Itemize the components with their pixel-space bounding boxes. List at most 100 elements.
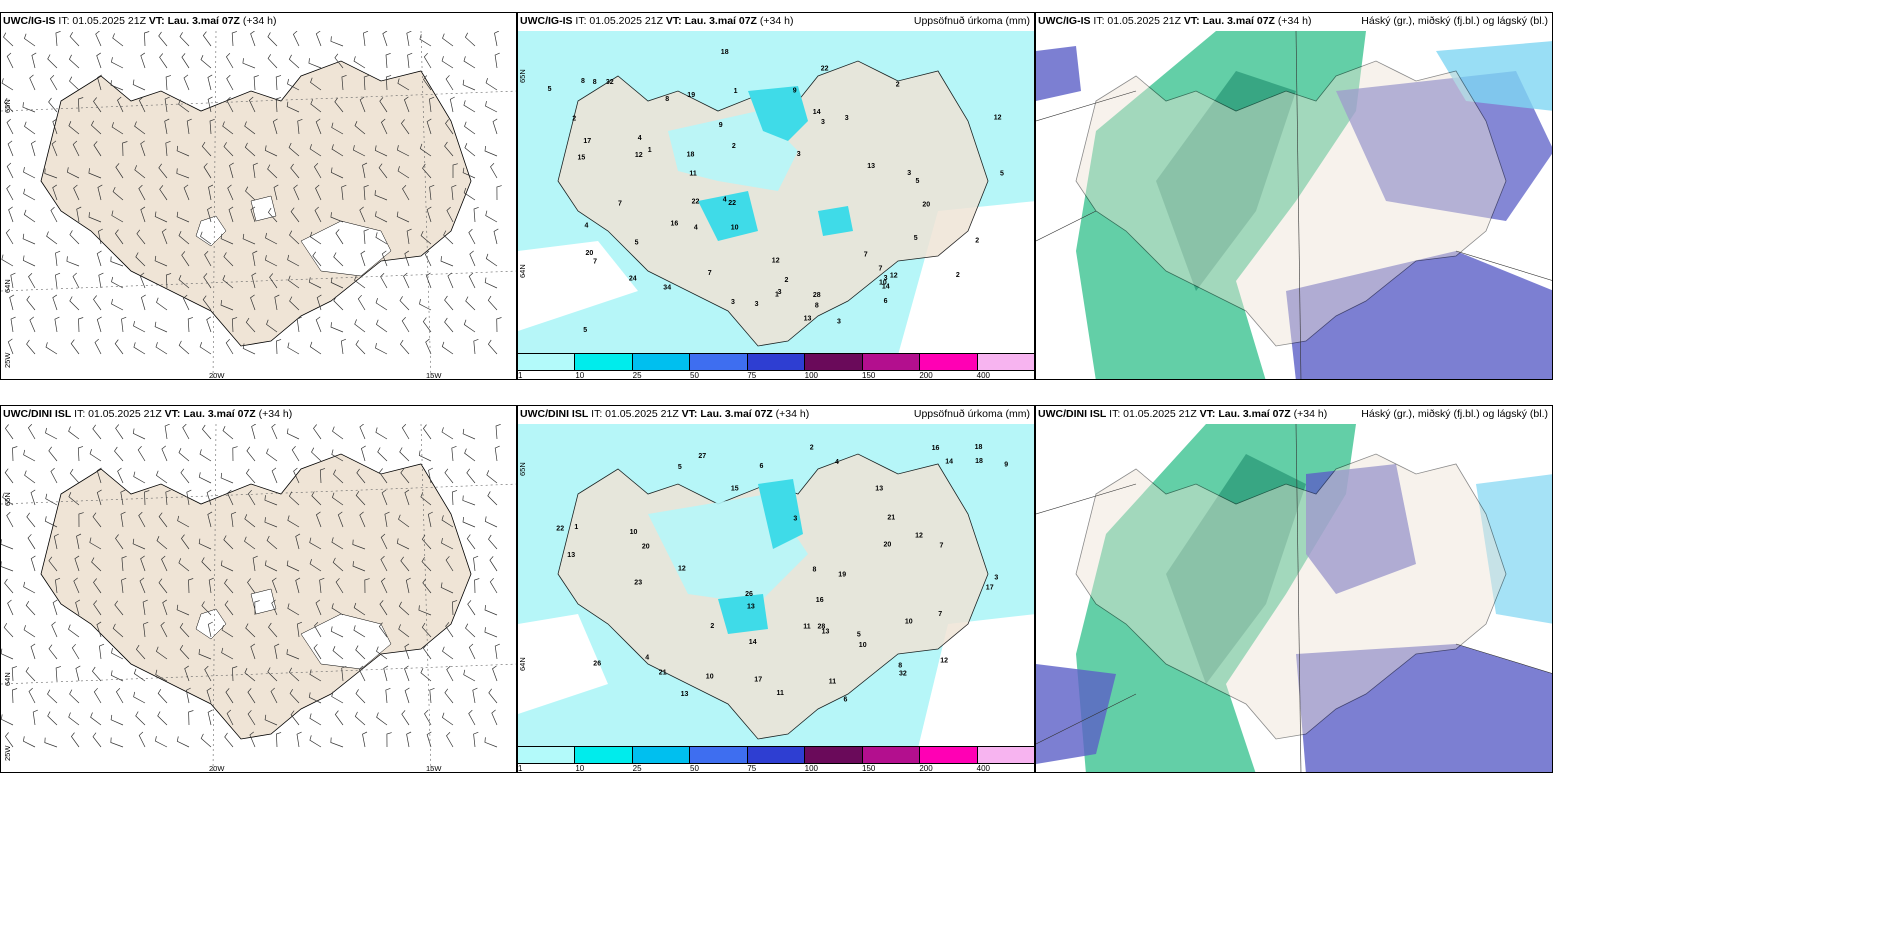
- wind-barb: [201, 141, 212, 157]
- wind-barb: [55, 666, 62, 682]
- wind-barb: [76, 533, 82, 550]
- wind-barb: [156, 536, 168, 550]
- precip-value: 16: [671, 221, 679, 228]
- wind-barb: [199, 449, 212, 462]
- precip-value: 12: [915, 532, 923, 539]
- wind-barb: [99, 643, 105, 660]
- wind-barb: [55, 31, 61, 47]
- legend-swatch: [805, 354, 863, 370]
- wind-barb: [165, 273, 172, 289]
- wind-barb: [134, 121, 146, 135]
- wind-barb: [353, 145, 366, 157]
- wind-barb: [182, 294, 190, 311]
- wind-barb: [440, 582, 454, 594]
- wind-barb: [50, 467, 58, 484]
- iceland-land: [557, 60, 989, 347]
- precip-value: 2: [956, 272, 960, 279]
- wind-barb: [443, 230, 454, 245]
- precip-value: 1: [648, 147, 652, 154]
- wind-barb: [155, 342, 168, 355]
- precip-value: 5: [914, 235, 918, 242]
- wind-barb: [204, 665, 212, 682]
- precip-value: 14: [945, 459, 953, 466]
- legend-swatch: [632, 354, 691, 370]
- wind-barb: [10, 316, 16, 333]
- precip-value: 20: [642, 544, 650, 551]
- wind-barb: [293, 184, 300, 201]
- precip-value: 17: [754, 676, 762, 683]
- wind-barb: [252, 555, 258, 572]
- wind-barb: [495, 424, 501, 440]
- cloud-high: [1156, 71, 1296, 291]
- wind-barb: [486, 470, 498, 484]
- precip-value: 2: [732, 143, 736, 150]
- wind-barb: [250, 294, 256, 311]
- panel-title: Háský (gr.), miðský (fj.bl.) og lágský (…: [1361, 15, 1548, 27]
- wind-barb: [485, 101, 498, 113]
- wind-barb: [66, 256, 80, 267]
- wind-barb: [315, 31, 322, 47]
- wind-barb: [286, 560, 300, 572]
- precip-value: 7: [879, 266, 883, 273]
- wind-barb: [68, 121, 80, 135]
- wind-barb: [184, 665, 190, 682]
- wind-barb: [484, 145, 498, 157]
- wind-barb: [2, 492, 14, 506]
- wind-barb: [139, 272, 146, 289]
- wind-barb: [201, 601, 212, 616]
- wind-barb: [4, 468, 14, 484]
- wind-barb: [161, 555, 168, 572]
- wind-barb: [288, 142, 300, 157]
- glacier: [250, 588, 277, 615]
- wind-barb: [176, 168, 190, 179]
- wind-barb: [25, 601, 36, 616]
- precip-value: 3: [731, 299, 735, 306]
- precip-value: 15: [731, 486, 739, 493]
- precip-value: 18: [975, 458, 983, 465]
- wind-barb: [271, 577, 278, 594]
- wind-barb: [242, 233, 256, 245]
- wind-barb: [68, 712, 80, 726]
- wind-barb: [110, 57, 124, 69]
- wind-barb: [445, 622, 454, 638]
- legend-swatch: [977, 354, 1034, 370]
- wind-barb: [140, 294, 146, 311]
- wind-barb: [203, 163, 212, 179]
- wind-barb: [492, 118, 498, 135]
- wind-barb: [181, 251, 190, 267]
- wind-barb: [271, 599, 278, 616]
- wind-barb: [200, 231, 212, 245]
- wind-barb: [12, 446, 18, 462]
- wind-barb: [311, 491, 322, 506]
- precip-value: 5: [916, 178, 920, 185]
- precip-value: 28: [818, 624, 826, 631]
- wind-barb: [267, 32, 278, 47]
- legend-swatch: [862, 747, 921, 763]
- wind-barb: [231, 317, 238, 333]
- precip-value: 3: [837, 318, 841, 325]
- legend-tick: 400: [976, 764, 991, 773]
- wind-barb: [78, 512, 84, 528]
- wind-barb: [286, 428, 300, 440]
- precip-value: 7: [940, 542, 944, 549]
- wind-barb: [90, 712, 102, 726]
- wind-barb: [203, 273, 212, 289]
- wind-barb: [382, 31, 388, 47]
- wind-barb: [429, 96, 435, 113]
- wind-barb: [10, 272, 16, 289]
- wind-barb: [463, 100, 476, 113]
- wind-barb: [272, 118, 278, 135]
- wind-barb: [312, 251, 322, 267]
- wind-barb: [88, 212, 102, 223]
- wind-barb: [296, 316, 302, 333]
- wind-barb: [274, 294, 280, 311]
- cloud-map: [1036, 31, 1552, 379]
- wind-barb: [180, 468, 190, 484]
- wind-barb: [154, 255, 168, 267]
- wind-barb: [1, 561, 14, 572]
- wind-barb: [332, 646, 344, 660]
- wind-barb: [276, 339, 282, 355]
- wind-barb: [161, 445, 168, 462]
- wind-barb: [133, 342, 146, 355]
- wind-barb: [45, 342, 58, 355]
